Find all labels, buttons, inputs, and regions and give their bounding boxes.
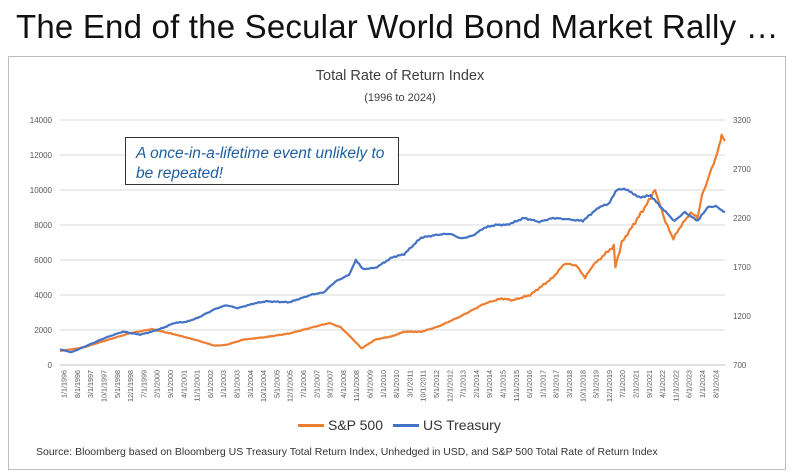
right-tick-label: 2200 xyxy=(733,214,751,223)
x-tick-label: 4/1/2001 xyxy=(179,370,188,398)
x-tick-label: 6/1/2023 xyxy=(685,370,694,398)
x-tick-label: 8/1/2003 xyxy=(232,370,241,398)
x-tick-label: 4/1/2008 xyxy=(339,370,348,398)
x-tick-label: 4/1/2015 xyxy=(498,370,507,398)
left-tick-label: 2000 xyxy=(34,326,52,335)
left-tick-label: 10000 xyxy=(30,186,53,195)
x-tick-label: 6/1/2016 xyxy=(525,370,534,398)
legend-label-sp500: S&P 500 xyxy=(328,417,384,433)
slide-frame: The End of the Secular World Bond Market… xyxy=(2,2,788,468)
left-axis: 0 2000 4000 6000 8000 10000 12000 14000 xyxy=(30,116,53,370)
x-tick-label: 2/1/2014 xyxy=(472,370,481,398)
x-tick-label: 9/1/2000 xyxy=(166,370,175,398)
x-tick-label: 10/1/2018 xyxy=(578,370,587,402)
right-tick-label: 1200 xyxy=(733,312,751,321)
legend-label-treasury: US Treasury xyxy=(423,417,501,433)
x-tick-label: 3/1/2004 xyxy=(246,370,255,398)
legend-swatch-treasury xyxy=(393,423,420,427)
legend-swatch-sp500 xyxy=(298,423,324,427)
x-axis: 1/1/1996 8/1/1996 3/1/1997 10/1/1997 5/1/199… xyxy=(60,370,721,402)
x-tick-label: 12/1/2019 xyxy=(605,370,614,402)
left-tick-label: 6000 xyxy=(34,256,52,265)
x-tick-label: 5/1/1998 xyxy=(113,370,122,398)
right-tick-label: 700 xyxy=(733,361,747,370)
left-tick-label: 0 xyxy=(48,361,53,370)
x-tick-label: 7/1/2006 xyxy=(299,370,308,398)
page-title: The End of the Secular World Bond Market… xyxy=(16,8,779,45)
x-tick-label: 1/1/2024 xyxy=(698,370,707,398)
x-tick-label: 12/1/1998 xyxy=(126,370,135,402)
series-line-treasury xyxy=(59,187,726,354)
x-tick-label: 8/1/2024 xyxy=(711,370,720,398)
x-tick-label: 12/1/2005 xyxy=(286,370,295,402)
x-tick-label: 2/1/2000 xyxy=(153,370,162,398)
x-tick-label: 9/1/2014 xyxy=(485,370,494,398)
x-tick-label: 11/1/2022 xyxy=(671,370,680,401)
legend: S&P 500 US Treasury xyxy=(298,416,511,434)
x-tick-label: 5/1/2019 xyxy=(592,370,601,398)
gridlines xyxy=(60,119,725,366)
x-tick-label: 10/1/1997 xyxy=(99,370,108,402)
right-axis: 700 1200 1700 2200 2700 3200 xyxy=(733,116,751,370)
x-tick-label: 6/1/2002 xyxy=(206,370,215,398)
chart-container xyxy=(8,56,786,470)
x-tick-label: 2/1/2021 xyxy=(631,370,640,398)
x-tick-label: 9/1/2007 xyxy=(326,370,335,398)
series-line-sp500 xyxy=(59,133,726,353)
annotation-text: A once-in-a-lifetime event unlikely to b… xyxy=(136,145,385,182)
x-tick-label: 3/1/1997 xyxy=(86,370,95,398)
x-tick-label: 8/1/2017 xyxy=(552,370,561,398)
x-tick-label: 6/1/2009 xyxy=(365,370,374,398)
x-tick-label: 3/1/2011 xyxy=(405,370,414,397)
x-tick-label: 7/1/2020 xyxy=(618,370,627,398)
chart-subtitle: (1996 to 2024) xyxy=(364,92,436,104)
x-tick-label: 1/1/2010 xyxy=(379,370,388,398)
x-tick-label: 10/1/2011 xyxy=(419,370,428,401)
x-tick-label: 7/1/2013 xyxy=(459,370,468,398)
x-tick-label: 7/1/1999 xyxy=(139,370,148,398)
x-tick-label: 10/1/2004 xyxy=(259,370,268,402)
x-tick-label: 1/1/2017 xyxy=(538,370,547,398)
chart-title: Total Rate of Return Index xyxy=(316,68,485,84)
x-tick-label: 5/1/2012 xyxy=(432,370,441,398)
x-tick-label: 8/1/2010 xyxy=(392,370,401,398)
x-tick-label: 11/1/2008 xyxy=(352,370,361,401)
annotation-box: A once-in-a-lifetime event unlikely to b… xyxy=(125,137,399,185)
legend-item-sp500: S&P 500 xyxy=(298,417,383,433)
x-tick-label: 5/1/2005 xyxy=(272,370,281,398)
right-tick-label: 3200 xyxy=(733,116,751,125)
x-tick-label: 11/1/2001 xyxy=(193,370,202,401)
left-tick-label: 14000 xyxy=(30,116,53,125)
left-tick-label: 4000 xyxy=(34,291,52,300)
x-tick-label: 12/1/2012 xyxy=(445,370,454,402)
left-tick-label: 8000 xyxy=(34,221,52,230)
x-tick-label: 3/1/2018 xyxy=(565,370,574,398)
series-lines xyxy=(59,133,726,354)
x-tick-label: 1/1/2003 xyxy=(219,370,228,398)
x-tick-label: 2/1/2007 xyxy=(312,370,321,398)
right-tick-label: 2700 xyxy=(733,165,751,174)
x-tick-label: 9/1/2021 xyxy=(645,370,654,398)
x-tick-label: 8/1/1996 xyxy=(73,370,82,398)
legend-item-treasury: US Treasury xyxy=(393,417,501,433)
x-tick-label: 11/1/2015 xyxy=(512,370,521,401)
right-tick-label: 1700 xyxy=(733,263,751,272)
x-tick-label: 1/1/1996 xyxy=(60,370,69,398)
left-tick-label: 12000 xyxy=(30,151,53,160)
source-note: Source: Bloomberg based on Bloomberg US … xyxy=(36,446,658,458)
x-tick-label: 4/1/2022 xyxy=(658,370,667,398)
